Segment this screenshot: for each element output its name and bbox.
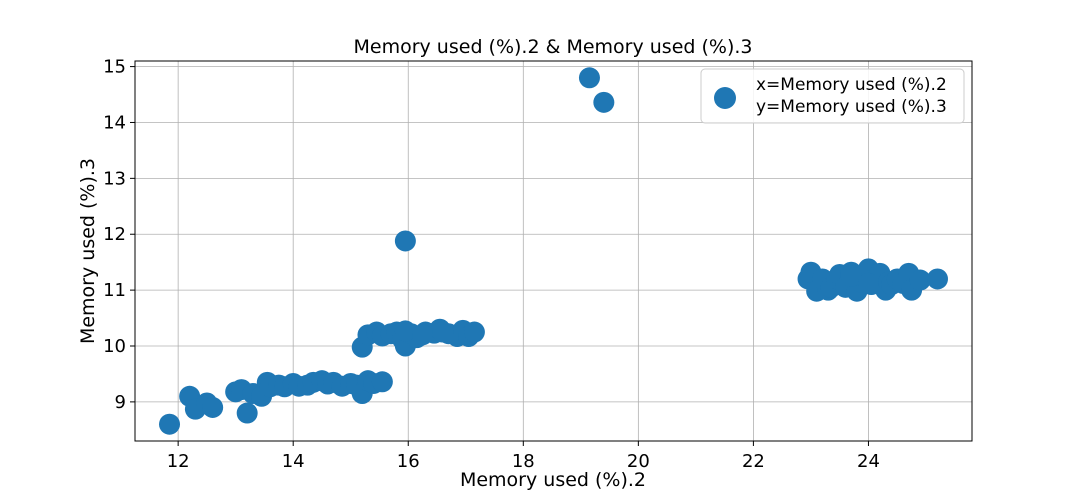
- legend-marker: [714, 87, 736, 109]
- y-tick-label: 14: [103, 112, 126, 133]
- data-point: [840, 265, 862, 287]
- legend-box: [700, 68, 965, 124]
- x-tick-label: 14: [282, 451, 305, 472]
- data-point: [593, 91, 615, 113]
- x-tick-label: 24: [857, 451, 880, 472]
- x-axis-label: Memory used (%).2: [460, 469, 646, 491]
- data-point: [857, 272, 879, 294]
- data-point: [412, 324, 434, 346]
- data-point: [236, 402, 258, 424]
- data-points: [159, 67, 948, 435]
- legend-entry-line-1: x=Memory used (%).2: [756, 75, 947, 95]
- data-point: [159, 413, 181, 435]
- data-point: [926, 268, 948, 290]
- x-tick-label: 22: [742, 451, 765, 472]
- data-point: [394, 320, 416, 342]
- y-tick-label: 13: [103, 168, 126, 189]
- y-axis-label: Memory used (%).3: [77, 158, 99, 344]
- legend: x=Memory used (%).2 y=Memory used (%).3: [700, 68, 965, 124]
- chart-title: Memory used (%).2 & Memory used (%).3: [354, 36, 753, 58]
- data-point: [394, 230, 416, 252]
- data-point: [463, 321, 485, 343]
- x-tick-label: 16: [397, 451, 420, 472]
- plot-frame: [134, 60, 973, 442]
- legend-entry-line-2: y=Memory used (%).3: [756, 97, 947, 117]
- y-tick-label: 15: [103, 57, 126, 78]
- y-tick-label: 11: [103, 280, 126, 301]
- axis-ticks: 12 14 16 18 20 22 24 9 10 11 12 13 14 15: [103, 57, 880, 472]
- y-tick-label: 10: [103, 336, 126, 357]
- x-tick-label: 18: [512, 451, 535, 472]
- data-point: [578, 67, 600, 89]
- x-tick-label: 12: [167, 451, 190, 472]
- y-tick-label: 12: [103, 224, 126, 245]
- x-tick-label: 20: [627, 451, 650, 472]
- y-tick-label: 9: [115, 392, 126, 413]
- data-point: [371, 371, 393, 393]
- data-point: [432, 321, 454, 343]
- data-point: [909, 269, 931, 291]
- data-point: [202, 396, 224, 418]
